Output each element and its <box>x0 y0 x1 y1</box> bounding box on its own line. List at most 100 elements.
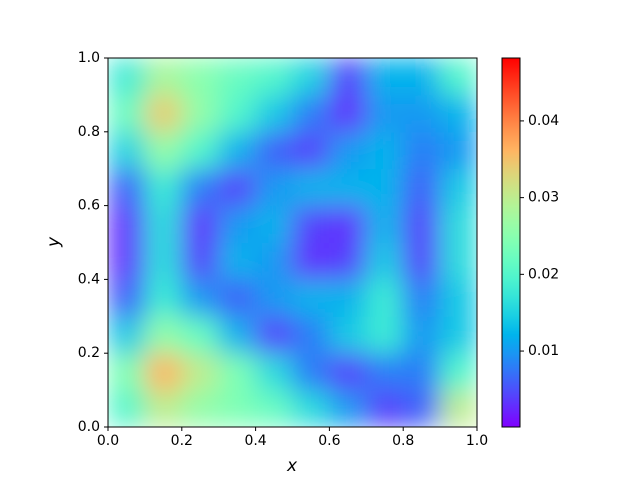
heat-cell <box>181 168 220 207</box>
heat-cell <box>108 131 146 170</box>
heat-cell <box>255 315 293 354</box>
heat-cell <box>292 389 330 427</box>
x-tick-label: 0.2 <box>171 433 193 449</box>
heat-cell <box>292 278 330 317</box>
heat-cell <box>108 352 146 391</box>
heat-cell <box>402 58 441 96</box>
heat-cell <box>218 58 257 96</box>
heat-cell <box>144 58 183 96</box>
x-axis-label: x <box>286 456 298 476</box>
heat-cell <box>255 242 293 280</box>
heat-cell <box>292 242 330 280</box>
colorbar-tick-label: 0.01 <box>528 343 559 359</box>
heat-cell <box>439 242 477 280</box>
heat-cell <box>255 278 293 317</box>
y-tick-label: 0.0 <box>78 419 100 435</box>
colorbar-tick-label: 0.04 <box>528 113 559 129</box>
x-tick-label: 0.4 <box>244 433 266 449</box>
heat-cell <box>144 242 183 280</box>
heat-cell <box>218 242 257 280</box>
heat-cell <box>328 205 367 243</box>
heat-cell <box>365 352 404 391</box>
heat-cell <box>439 94 477 133</box>
heat-cell <box>292 168 330 207</box>
heat-cell <box>292 131 330 170</box>
y-tick-label: 1.0 <box>78 50 100 66</box>
heat-cell <box>144 94 183 133</box>
heat-cell <box>144 315 183 354</box>
heat-cell <box>108 315 146 354</box>
colorbar-tick-label: 0.03 <box>528 190 559 206</box>
heat-cell <box>108 58 146 96</box>
heat-cell <box>328 94 367 133</box>
heat-cell <box>181 389 220 427</box>
heat-cell <box>439 315 477 354</box>
heat-cell <box>328 278 367 317</box>
y-tick-label: 0.8 <box>78 124 100 140</box>
heat-cell <box>439 389 477 427</box>
heat-cell <box>402 205 441 243</box>
heat-cell <box>439 352 477 391</box>
heat-cell <box>108 242 146 280</box>
heat-cell <box>108 205 146 243</box>
heat-cell <box>328 315 367 354</box>
heat-cell <box>144 205 183 243</box>
heat-cell <box>108 278 146 317</box>
heat-cell <box>365 278 404 317</box>
heat-cell <box>218 389 257 427</box>
heat-cell <box>402 278 441 317</box>
plot-frame <box>107 57 478 428</box>
colorbar <box>501 57 521 428</box>
heat-cell <box>365 242 404 280</box>
x-tick-label: 1.0 <box>466 433 488 449</box>
y-tick-label: 0.2 <box>78 345 100 361</box>
heat-cell <box>144 131 183 170</box>
heat-cell <box>402 131 441 170</box>
heat-cell <box>218 94 257 133</box>
heat-cell <box>108 94 146 133</box>
heat-cell <box>292 94 330 133</box>
heat-cell <box>402 242 441 280</box>
heat-cell <box>144 352 183 391</box>
heat-cell <box>255 389 293 427</box>
heat-cell <box>328 352 367 391</box>
heat-cell <box>328 242 367 280</box>
heat-cell <box>181 278 220 317</box>
heat-cell <box>255 168 293 207</box>
heat-cell <box>255 131 293 170</box>
x-tick-label: 0.6 <box>318 433 340 449</box>
heat-cell <box>328 58 367 96</box>
heat-cell <box>365 205 404 243</box>
heat-cell <box>365 131 404 170</box>
heat-cell <box>365 389 404 427</box>
heat-cell <box>144 168 183 207</box>
heat-cell <box>365 58 404 96</box>
heat-cell <box>402 168 441 207</box>
y-tick-label: 0.6 <box>78 198 100 214</box>
heat-cell <box>292 58 330 96</box>
heat-cell <box>439 168 477 207</box>
heat-cell <box>328 389 367 427</box>
heat-cell <box>255 94 293 133</box>
heat-cell <box>439 58 477 96</box>
heat-cell <box>181 315 220 354</box>
heat-cell <box>181 242 220 280</box>
heat-cell <box>255 58 293 96</box>
heat-cell <box>108 168 146 207</box>
heat-cell <box>439 205 477 243</box>
heat-cell <box>292 315 330 354</box>
heat-cell <box>108 389 146 427</box>
heat-cell <box>255 205 293 243</box>
heat-cell <box>218 278 257 317</box>
heat-cell <box>181 58 220 96</box>
heat-cell <box>402 352 441 391</box>
heat-cell <box>292 205 330 243</box>
heat-cell <box>402 94 441 133</box>
heat-cell <box>144 278 183 317</box>
heat-cell <box>402 389 441 427</box>
heat-cell <box>218 352 257 391</box>
heat-cell <box>218 205 257 243</box>
heat-cell <box>181 94 220 133</box>
heat-cell <box>181 131 220 170</box>
